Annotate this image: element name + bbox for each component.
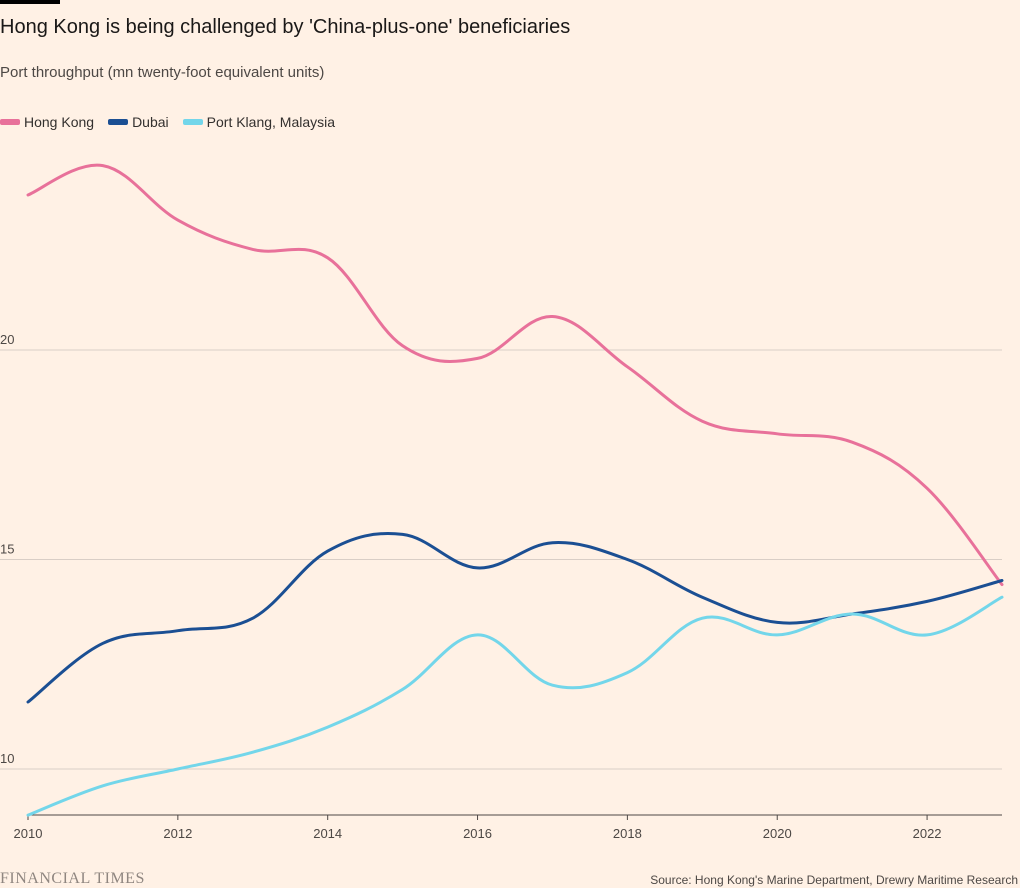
legend-label-port-klang: Port Klang, Malaysia bbox=[206, 114, 336, 130]
x-tick-label-2020: 2020 bbox=[763, 826, 792, 841]
legend-swatch-dubai bbox=[108, 119, 129, 125]
series-line-port-klang bbox=[26, 595, 1004, 817]
top-accent-bar bbox=[0, 0, 60, 4]
x-tick-label-2014: 2014 bbox=[313, 826, 342, 841]
source-note: Source: Hong Kong's Marine Department, D… bbox=[650, 873, 1018, 887]
legend-label-dubai: Dubai bbox=[132, 114, 169, 130]
ft-logo-text: FINANCIAL TIMES bbox=[0, 870, 145, 887]
x-tick-label-2010: 2010 bbox=[14, 826, 43, 841]
chart-title: Hong Kong is being challenged by 'China-… bbox=[0, 16, 571, 38]
legend-item-hong-kong: Hong Kong bbox=[0, 114, 94, 130]
y-tick-label-10: 10 bbox=[0, 751, 14, 766]
x-tick-label-2012: 2012 bbox=[163, 826, 192, 841]
legend-swatch-port-klang bbox=[182, 119, 203, 125]
legend-item-port-klang: Port Klang, Malaysia bbox=[182, 114, 336, 130]
legend-label-hong-kong: Hong Kong bbox=[24, 114, 95, 130]
x-tick-label-2018: 2018 bbox=[613, 826, 642, 841]
y-tick-label-20: 20 bbox=[0, 332, 14, 347]
series-line-dubai bbox=[26, 532, 1004, 704]
legend-item-dubai: Dubai bbox=[108, 114, 169, 130]
legend: Hong Kong Dubai Port Klang, Malaysia bbox=[0, 114, 349, 130]
y-tick-label-15: 15 bbox=[0, 542, 14, 557]
legend-swatch-hong-kong bbox=[0, 119, 20, 125]
x-tick-label-2016: 2016 bbox=[463, 826, 492, 841]
chart-subtitle: Port throughput (mn twenty-foot equivale… bbox=[0, 64, 325, 81]
x-tick-label-2022: 2022 bbox=[913, 826, 942, 841]
series-line-hong-kong bbox=[26, 163, 1004, 587]
